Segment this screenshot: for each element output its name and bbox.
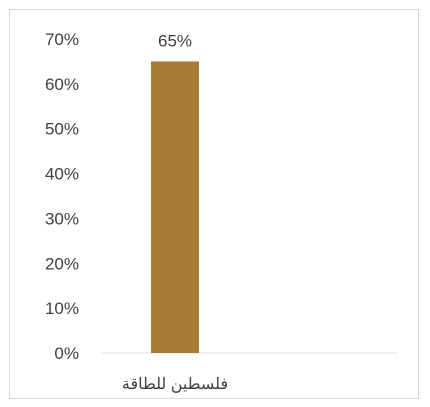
- bars: [151, 61, 199, 354]
- y-tick-label: 0%: [54, 344, 79, 363]
- x-axis-tick-labels: فلسطين للطاقة: [122, 376, 228, 393]
- y-tick-label: 50%: [45, 120, 79, 139]
- y-tick-label: 70%: [45, 30, 79, 49]
- bar: [151, 61, 199, 354]
- data-labels: 65%: [158, 31, 192, 50]
- y-tick-label: 30%: [45, 209, 79, 228]
- y-tick-label: 60%: [45, 75, 79, 94]
- x-tick-label: فلسطين للطاقة: [122, 376, 228, 393]
- y-tick-label: 40%: [45, 165, 79, 184]
- y-tick-label: 20%: [45, 254, 79, 273]
- bar-value-label: 65%: [158, 31, 192, 50]
- y-tick-label: 10%: [45, 299, 79, 318]
- chart-frame: [9, 9, 419, 399]
- y-axis-tick-labels: 0% 10% 20% 30% 40% 50% 60% 70%: [45, 30, 79, 363]
